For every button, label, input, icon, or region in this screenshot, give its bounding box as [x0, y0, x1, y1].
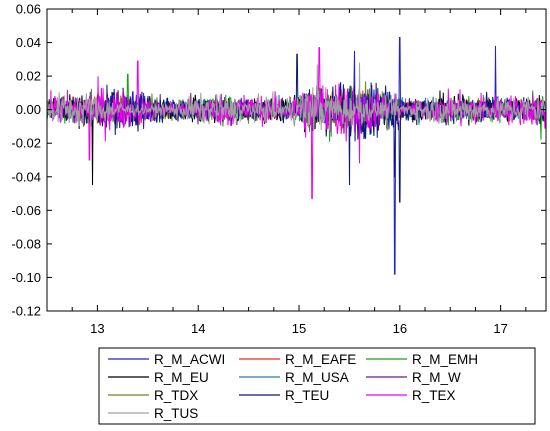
plot-frame — [46, 8, 547, 312]
legend: R_M_ACWI R_M_EAFE R_M_EMH R_M_EU R_M_USA R_M_… — [98, 347, 536, 425]
legend-label: R_TEU — [285, 388, 329, 403]
y-tick-label: -0.06 — [11, 203, 41, 218]
y-tick-label: -0.02 — [11, 136, 41, 151]
ticks-layer: -0.12 -0.10 -0.08 -0.06 -0.04 -0.02 0.00 0.02 0.… — [11, 2, 546, 336]
x-tick-label: 15 — [292, 321, 306, 336]
y-tick-label: 0.00 — [16, 102, 41, 117]
x-tick-label: 14 — [191, 321, 205, 336]
legend-label: R_M_EMH — [412, 352, 478, 367]
legend-label: R_M_EAFE — [285, 352, 356, 367]
legend-label: R_TUS — [154, 406, 198, 421]
x-tick-label: 16 — [393, 321, 407, 336]
x-tick-label: 13 — [90, 321, 104, 336]
y-tick-label: 0.06 — [16, 2, 41, 17]
y-tick-label: 0.02 — [16, 69, 41, 84]
legend-box — [98, 347, 536, 425]
y-tick-label: -0.04 — [11, 169, 41, 184]
legend-label: R_M_ACWI — [154, 352, 225, 367]
y-tick-label: 0.04 — [16, 35, 41, 50]
y-tick-label: -0.08 — [11, 236, 41, 251]
series-line-r-tus — [46, 62, 547, 131]
y-tick-label: -0.10 — [11, 270, 41, 285]
legend-label: R_TEX — [412, 388, 456, 403]
legend-label: R_M_EU — [154, 370, 209, 385]
legend-label: R_M_USA — [285, 370, 349, 385]
y-tick-label: -0.12 — [11, 304, 41, 319]
x-tick-label: 17 — [493, 321, 507, 336]
series-layer — [46, 37, 547, 275]
legend-label: R_TDX — [154, 388, 198, 403]
legend-label: R_M_W — [412, 370, 461, 385]
